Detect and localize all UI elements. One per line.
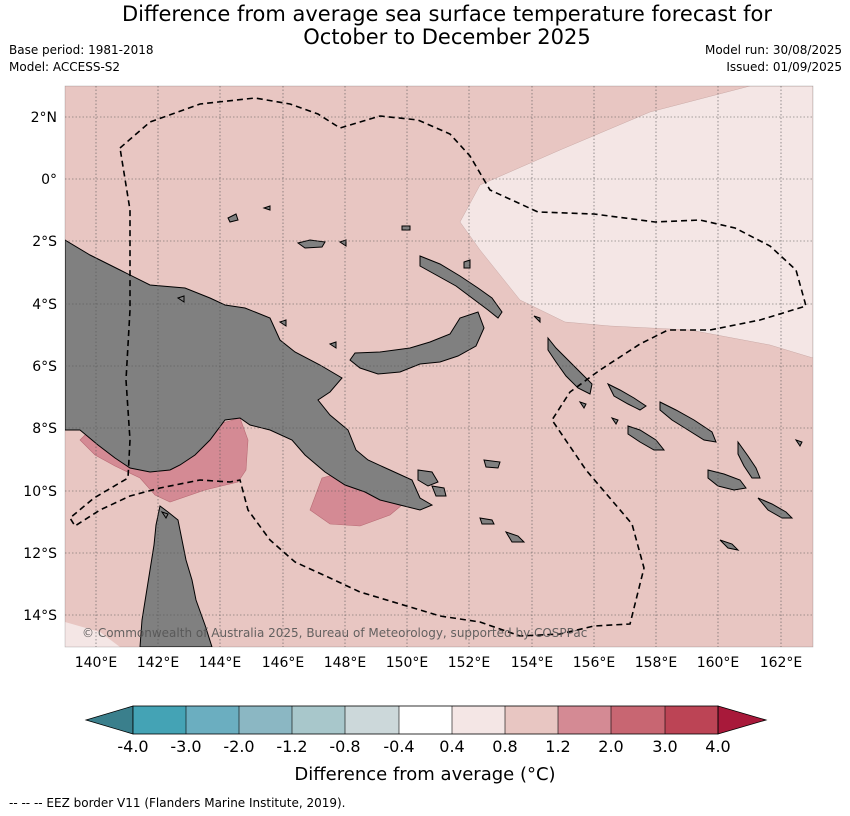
- bismarck-islet-5: [463, 259, 471, 269]
- copyright-notice: © Commonwealth of Australia 2025, Bureau…: [82, 626, 587, 640]
- lon-label: 140°E: [75, 655, 118, 671]
- lon-label: 142°E: [137, 655, 180, 671]
- lon-label: 160°E: [697, 655, 740, 671]
- colorbar-bin: [345, 706, 399, 734]
- colorbar-bin: [505, 706, 558, 734]
- dentrecasteaux-island-1: [417, 469, 439, 487]
- colorbar-tick: -1.2: [276, 737, 307, 756]
- misima-island: [479, 517, 495, 525]
- malaita-island: [737, 440, 761, 479]
- lat-label: 2°S: [32, 234, 57, 250]
- solomon-islet-3: [794, 439, 803, 447]
- lat-label: 2°N: [31, 110, 57, 126]
- title-line-2: October to December 2025: [303, 25, 591, 49]
- santa-isabel-island: [659, 401, 717, 443]
- colorbar-dividers: [185, 706, 666, 734]
- lat-label: 8°S: [32, 421, 57, 437]
- rossel-island: [504, 531, 526, 543]
- colorbar-tick: 1.2: [545, 737, 570, 756]
- sst-anomaly-0-4-to-0-8-region: [459, 86, 813, 359]
- colorbar-tick: 3.0: [652, 737, 677, 756]
- sst-anomaly-0-4-to-0-8-region-south: [65, 622, 120, 647]
- guadalcanal-island: [707, 469, 747, 491]
- model-name: Model: ACCESS-S2: [9, 60, 121, 74]
- colorbar-bin: [665, 706, 718, 734]
- lon-label: 162°E: [760, 655, 803, 671]
- bismarck-islet-1: [227, 213, 239, 223]
- title-line-1: Difference from average sea surface temp…: [122, 2, 772, 26]
- map-area: © Commonwealth of Australia 2025, Bureau…: [65, 86, 813, 647]
- colorbar-bin: [239, 706, 292, 734]
- colorbar-tick: -2.0: [223, 737, 254, 756]
- new-ireland-island: [419, 255, 503, 319]
- bismarck-islet-6: [533, 315, 541, 324]
- colorbar-bin: [186, 706, 239, 734]
- woodlark-island: [483, 459, 501, 469]
- colorbar-bin: [452, 706, 505, 734]
- lat-label: 0°: [41, 172, 57, 188]
- latitude-labels: 2°N 0° 2°S 4°S 6°S 8°S 10°S 12°S 14°S: [23, 110, 57, 624]
- base-period: Base period: 1981-2018: [9, 43, 154, 57]
- lon-label: 156°E: [573, 655, 616, 671]
- chart-title: Difference from average sea surface temp…: [0, 3, 850, 49]
- lon-label: 144°E: [199, 655, 242, 671]
- colorbar-bin: [611, 706, 665, 734]
- lat-label: 12°S: [23, 546, 57, 562]
- lon-label: 148°E: [324, 655, 367, 671]
- issued-date: Issued: 01/09/2025: [726, 60, 842, 74]
- meta-left: Base period: 1981-2018 Model: ACCESS-S2: [9, 42, 154, 76]
- map-frame: [64, 85, 814, 648]
- bismarck-islet-3: [401, 225, 411, 231]
- torres-islet: [160, 511, 169, 519]
- lat-label: 10°S: [23, 484, 57, 500]
- model-run: Model run: 30/08/2025: [704, 43, 842, 57]
- colorbar-title: Difference from average (°C): [294, 764, 555, 785]
- bismarck-islet-2: [262, 205, 271, 211]
- lon-label: 154°E: [511, 655, 554, 671]
- lat-label: 6°S: [32, 359, 57, 375]
- solomon-islet-2: [610, 417, 619, 425]
- new-georgia-island: [627, 425, 666, 451]
- new-guinea-landmass: [65, 239, 434, 511]
- bismarck-islet-9: [176, 295, 185, 303]
- colorbar-tick: -4.0: [117, 737, 148, 756]
- colorbar-tick: 4.0: [705, 737, 730, 756]
- bismarck-islet-8: [328, 341, 337, 349]
- colorbar-bin: [133, 706, 186, 734]
- manus-island: [296, 239, 326, 249]
- eez-border-png: [68, 97, 807, 637]
- lat-label: 14°S: [23, 608, 57, 624]
- colorbar-tick: 0.4: [439, 737, 464, 756]
- colorbar-bin: [558, 706, 611, 734]
- colorbar-tick: -0.8: [329, 737, 360, 756]
- eez-footnote: -- -- -- EEZ border V11 (Flanders Marine…: [9, 796, 346, 810]
- choiseul-island: [606, 382, 647, 411]
- lon-label: 150°E: [386, 655, 429, 671]
- lon-label: 146°E: [262, 655, 305, 671]
- lon-label: 158°E: [635, 655, 678, 671]
- graticule: [65, 86, 813, 647]
- meta-right: Model run: 30/08/2025 Issued: 01/09/2025: [705, 42, 842, 76]
- colorbar-bin: [292, 706, 345, 734]
- colorbar-extend-low: [84, 705, 134, 735]
- colorbar-bin: [399, 706, 452, 734]
- lat-label: 4°S: [32, 297, 57, 313]
- colorbar: -4.0 -3.0 -2.0 -1.2 -0.8 -0.4 0.4 0.8 1.…: [84, 705, 768, 785]
- colorbar-tick: 2.0: [598, 737, 623, 756]
- dentrecasteaux-island-2: [431, 485, 447, 497]
- solomon-islet-1: [578, 401, 587, 409]
- lon-label: 152°E: [448, 655, 491, 671]
- colorbar-frame: [132, 705, 719, 735]
- colorbar-tick: -3.0: [170, 737, 201, 756]
- makira-island: [757, 497, 794, 519]
- eez-borders: [68, 97, 807, 637]
- new-britain-island: [349, 311, 485, 375]
- longitude-labels: 140°E 142°E 144°E 146°E 148°E 150°E 152°…: [75, 655, 803, 671]
- colorbar-extend-high: [717, 705, 768, 735]
- rennell-island: [719, 539, 740, 551]
- colorbar-tick: -0.4: [383, 737, 414, 756]
- colorbar-tick: 0.8: [492, 737, 517, 756]
